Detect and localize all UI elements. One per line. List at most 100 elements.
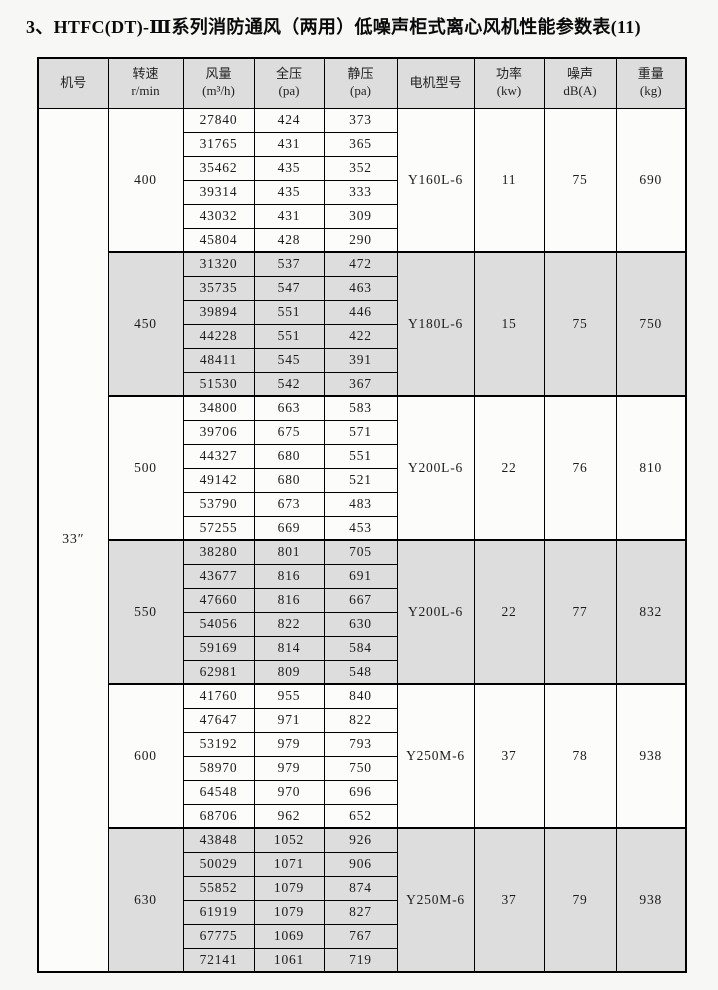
static-pressure-cell: 548 — [323, 659, 398, 685]
table-row: 62981 809 548 — [38, 659, 686, 685]
table-row: 31765 431 365 — [38, 131, 686, 157]
power-cell: 37 — [473, 683, 545, 829]
airflow-cell: 53790 — [182, 491, 255, 517]
static-pressure-cell: 290 — [323, 227, 398, 253]
total-pressure-cell: 545 — [253, 347, 325, 373]
column-header-line2: (m³/h) — [202, 83, 235, 99]
airflow-cell: 45804 — [182, 227, 255, 253]
speed-cell: 500 — [107, 395, 184, 541]
table-row: 67775 1069 767 — [38, 923, 686, 949]
motor-model-cell: Y250M-6 — [396, 827, 475, 973]
static-pressure-cell: 719 — [323, 947, 398, 973]
static-pressure-cell: 750 — [323, 755, 398, 781]
static-pressure-cell: 333 — [323, 179, 398, 205]
total-pressure-cell: 971 — [253, 707, 325, 733]
static-pressure-cell: 691 — [323, 563, 398, 589]
column-header-1: 转速 r/min — [107, 57, 184, 109]
total-pressure-cell: 962 — [253, 803, 325, 829]
table-row: 51530 542 367 — [38, 371, 686, 397]
total-pressure-cell: 435 — [253, 179, 325, 205]
noise-cell: 78 — [543, 683, 617, 829]
column-header-line1: 静压 — [347, 66, 374, 82]
motor-model-cell: Y160L-6 — [396, 107, 475, 253]
airflow-cell: 41760 — [182, 683, 255, 709]
static-pressure-cell: 521 — [323, 467, 398, 493]
static-pressure-cell: 446 — [323, 299, 398, 325]
airflow-cell: 34800 — [182, 395, 255, 421]
column-header-5: 电机型号 — [396, 57, 475, 109]
airflow-cell: 31320 — [182, 251, 255, 277]
table-row: 43032 431 309 — [38, 203, 686, 229]
airflow-cell: 59169 — [182, 635, 255, 661]
column-header-3: 全压 (pa) — [253, 57, 325, 109]
total-pressure-cell: 1061 — [253, 947, 325, 973]
page-title: 3、HTFC(DT)-Ⅲ系列消防通风（两用）低噪声柜式离心风机性能参数表(11) — [26, 17, 641, 37]
column-header-line2: r/min — [131, 83, 160, 99]
table-row: 35462 435 352 — [38, 155, 686, 181]
noise-cell: 75 — [543, 251, 617, 397]
static-pressure-cell: 926 — [323, 827, 398, 853]
noise-cell: 79 — [543, 827, 617, 973]
total-pressure-cell: 680 — [253, 443, 325, 469]
table-row: 58970 979 750 — [38, 755, 686, 781]
total-pressure-cell: 1079 — [253, 875, 325, 901]
airflow-cell: 47660 — [182, 587, 255, 613]
total-pressure-cell: 970 — [253, 779, 325, 805]
static-pressure-cell: 583 — [323, 395, 398, 421]
static-pressure-cell: 365 — [323, 131, 398, 157]
machine-number-cell: 33″ — [37, 107, 109, 973]
airflow-cell: 50029 — [182, 851, 255, 877]
total-pressure-cell: 428 — [253, 227, 325, 253]
column-header-line1: 电机型号 — [409, 74, 462, 90]
airflow-cell: 48411 — [182, 347, 255, 373]
column-header-line2: (pa) — [278, 83, 300, 99]
weight-cell: 750 — [615, 251, 687, 397]
column-header-line1: 重量 — [637, 66, 664, 82]
total-pressure-cell: 537 — [253, 251, 325, 277]
airflow-cell: 51530 — [182, 371, 255, 397]
total-pressure-cell: 1071 — [253, 851, 325, 877]
power-cell: 15 — [473, 251, 545, 397]
table-header: 机号 转速 r/min 风量 (m³/h) 全压 (pa) 静压 (pa) 电机型号 功率 (kw) 噪… — [37, 57, 687, 109]
total-pressure-cell: 979 — [253, 755, 325, 781]
total-pressure-cell: 801 — [253, 539, 325, 565]
column-header-4: 静压 (pa) — [323, 57, 398, 109]
weight-cell: 690 — [615, 107, 687, 253]
static-pressure-cell: 373 — [323, 107, 398, 133]
static-pressure-cell: 827 — [323, 899, 398, 925]
airflow-cell: 43848 — [182, 827, 255, 853]
weight-cell: 810 — [615, 395, 687, 541]
airflow-cell: 43032 — [182, 203, 255, 229]
power-cell: 22 — [473, 539, 545, 685]
airflow-cell: 44228 — [182, 323, 255, 349]
total-pressure-cell: 979 — [253, 731, 325, 757]
table-row: 72141 1061 719 — [38, 947, 686, 973]
table-row: 500 34800 663 583 Y200L-6 22 76 810 — [38, 395, 687, 541]
column-header-line2: (kw) — [496, 83, 522, 99]
table-row: 550 38280 801 705 Y200L-6 22 77 832 — [38, 539, 687, 685]
table-row: 50029 1071 906 — [38, 851, 686, 877]
airflow-cell: 68706 — [182, 803, 255, 829]
table-row: 49142 680 521 — [38, 467, 686, 493]
total-pressure-cell: 1069 — [253, 923, 325, 949]
table-row: 48411 545 391 — [38, 347, 686, 373]
table-row: 47660 816 667 — [38, 587, 686, 613]
static-pressure-cell: 309 — [323, 203, 398, 229]
speed-cell: 550 — [107, 539, 184, 685]
total-pressure-cell: 680 — [253, 467, 325, 493]
static-pressure-cell: 463 — [323, 275, 398, 301]
total-pressure-cell: 822 — [253, 611, 325, 637]
airflow-cell: 39894 — [182, 299, 255, 325]
total-pressure-cell: 431 — [253, 131, 325, 157]
airflow-cell: 49142 — [182, 467, 255, 493]
total-pressure-cell: 431 — [253, 203, 325, 229]
table-row: 450 31320 537 472 Y180L-6 15 75 750 — [38, 251, 687, 397]
column-header-0: 机号 — [37, 57, 109, 109]
airflow-cell: 57255 — [182, 515, 255, 541]
airflow-cell: 39706 — [182, 419, 255, 445]
column-header-line1: 噪声 — [566, 66, 593, 82]
power-cell: 37 — [473, 827, 545, 973]
column-header-line2: (pa) — [350, 83, 371, 99]
static-pressure-cell: 584 — [323, 635, 398, 661]
total-pressure-cell: 814 — [253, 635, 325, 661]
